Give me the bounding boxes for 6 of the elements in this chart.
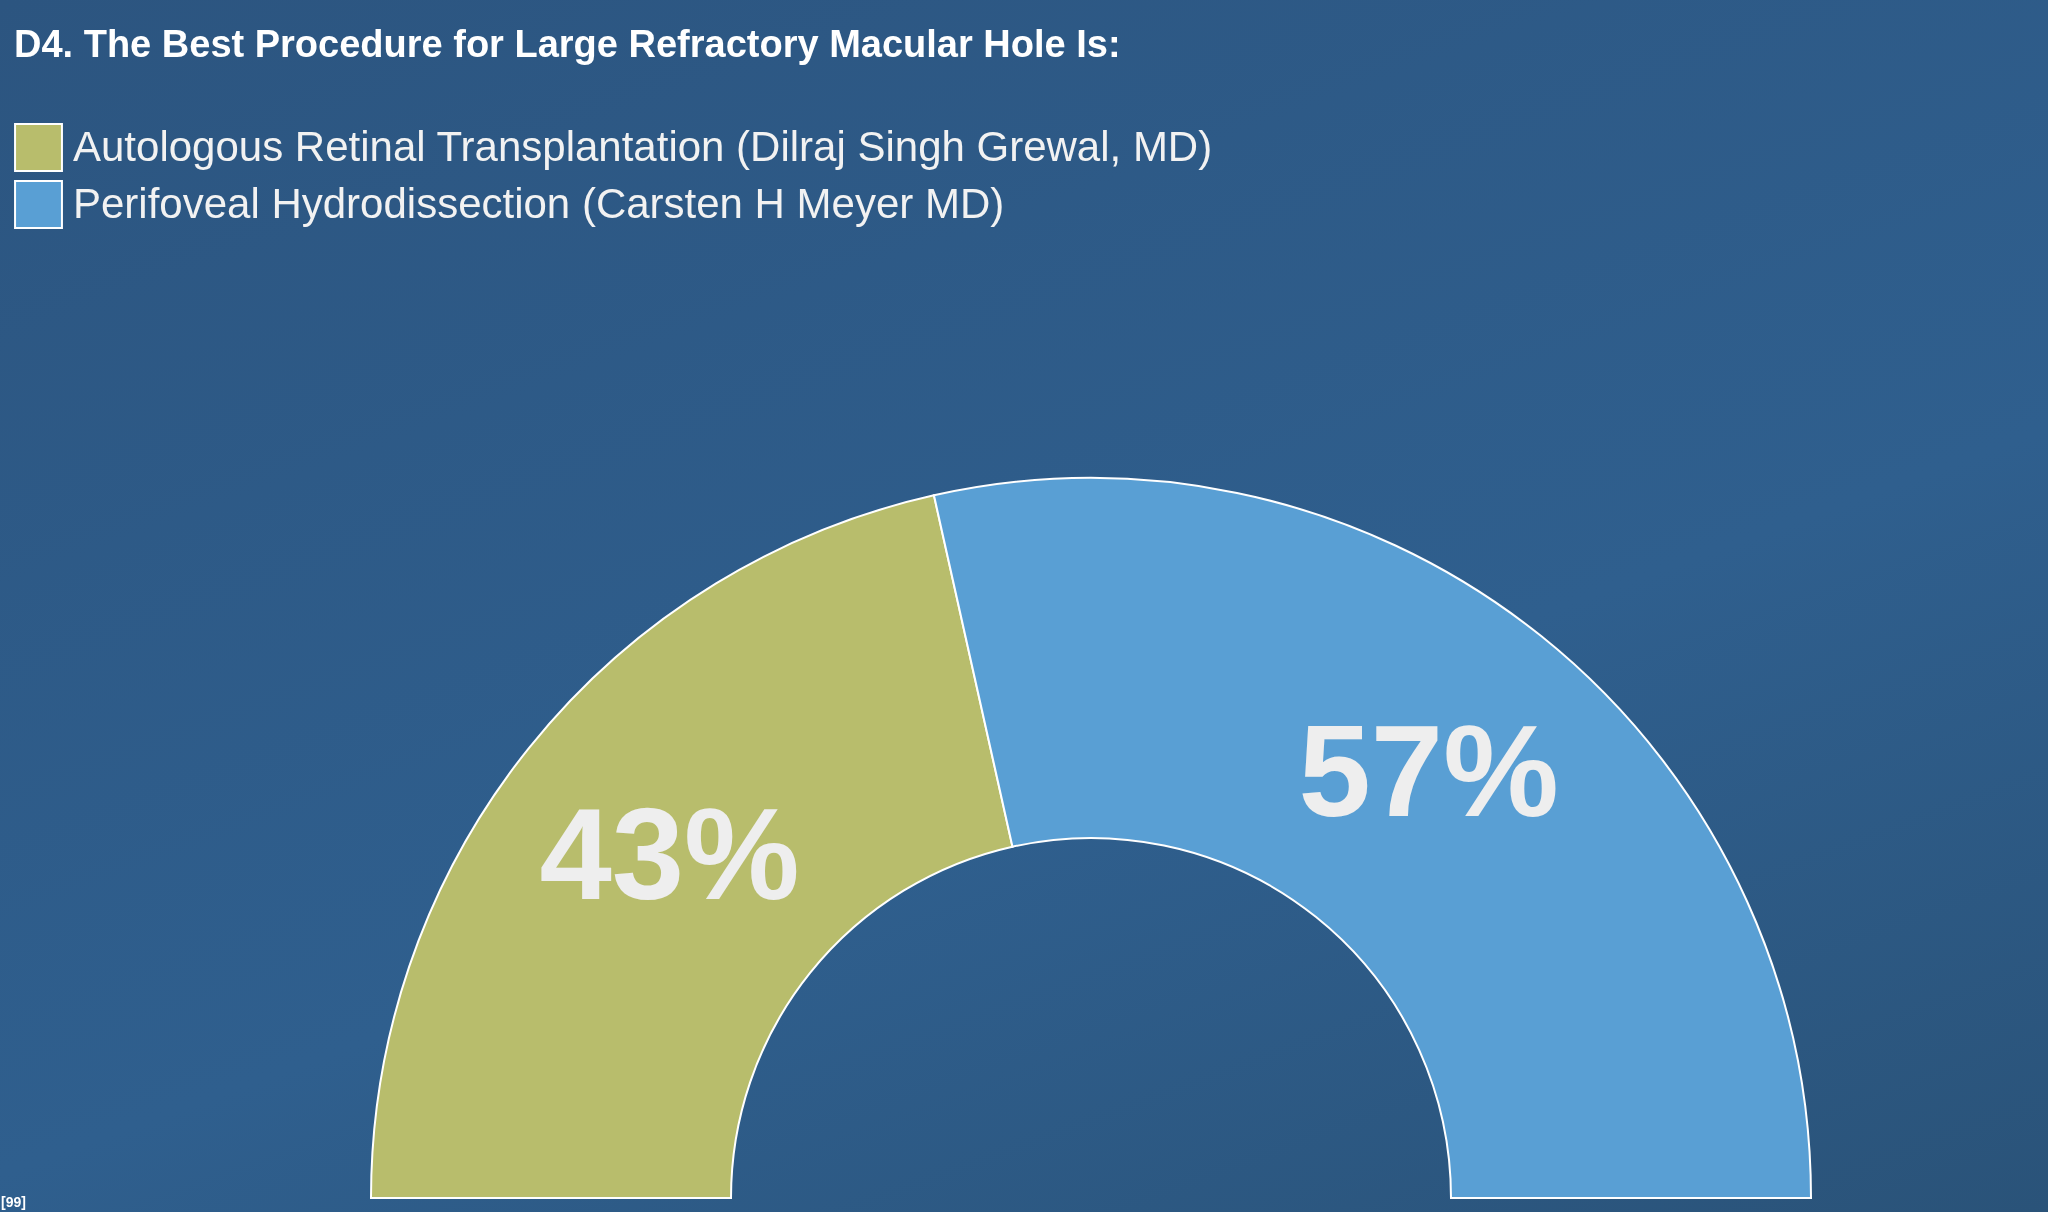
text: [99] xyxy=(1,1194,26,1210)
legend-label: Autologous Retinal Transplantation (Dilraj Singh Grewal, MD) xyxy=(73,122,1213,170)
data-label: 43% xyxy=(539,781,800,928)
data-label: 57% xyxy=(1298,697,1559,844)
chart-title: D4. The Best Procedure for Large Refractory Macular Hole Is: xyxy=(14,23,1121,65)
legend-label: Perifoveal Hydrodissection (Carsten H Meyer MD) xyxy=(73,179,1005,227)
